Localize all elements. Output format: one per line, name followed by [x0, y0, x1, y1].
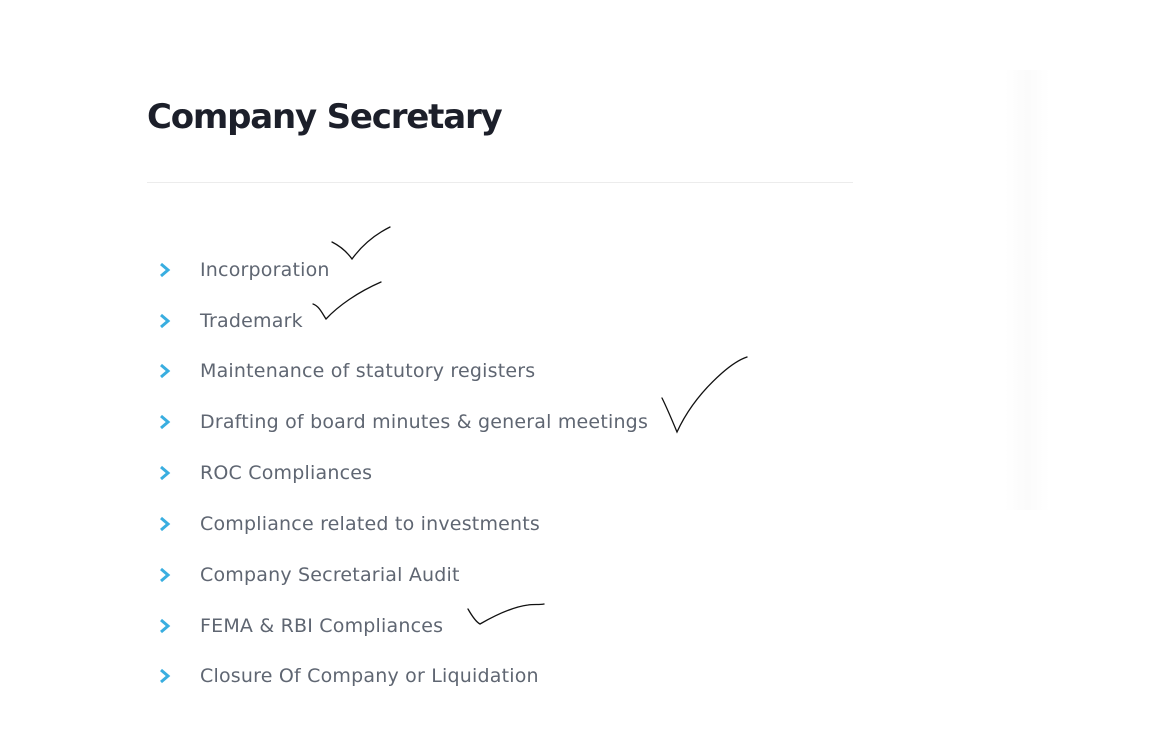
chevron-right-icon: [160, 668, 171, 684]
list-item-secretarial-audit: Company Secretarial Audit: [158, 560, 858, 590]
page-title: Company Secretary: [147, 97, 503, 137]
chevron-right-icon: [160, 567, 171, 583]
chevron-right-icon: [160, 516, 171, 532]
list-item-label: ROC Compliances: [200, 462, 373, 484]
list-item-board-minutes: Drafting of board minutes & general meet…: [158, 407, 858, 437]
chevron-right-icon: [160, 262, 171, 278]
list-item-label: Compliance related to investments: [200, 513, 541, 535]
list-item-incorporation: Incorporation: [158, 255, 858, 285]
chevron-right-icon: [160, 465, 171, 481]
list-item-label: FEMA & RBI Compliances: [200, 615, 444, 637]
list-item-label: Trademark: [200, 310, 303, 332]
list-item-trademark: Trademark: [158, 306, 858, 336]
list-item-label: Incorporation: [200, 259, 330, 281]
chevron-right-icon: [160, 363, 171, 379]
chevron-right-icon: [160, 313, 171, 329]
list-item-label: Company Secretarial Audit: [200, 564, 460, 586]
title-divider: [147, 182, 853, 183]
list-item-investments-compliance: Compliance related to investments: [158, 509, 858, 539]
list-item-label: Maintenance of statutory registers: [200, 360, 536, 382]
list-item-statutory-registers: Maintenance of statutory registers: [158, 356, 858, 386]
list-item-label: Drafting of board minutes & general meet…: [200, 411, 649, 433]
list-item-fema-rbi: FEMA & RBI Compliances: [158, 611, 858, 641]
chevron-right-icon: [160, 618, 171, 634]
side-panel-shadow: [1005, 70, 1050, 510]
chevron-right-icon: [160, 414, 171, 430]
list-item-label: Closure Of Company or Liquidation: [200, 665, 539, 687]
list-item-closure-liquidation: Closure Of Company or Liquidation: [158, 661, 858, 691]
list-item-roc-compliances: ROC Compliances: [158, 458, 858, 488]
